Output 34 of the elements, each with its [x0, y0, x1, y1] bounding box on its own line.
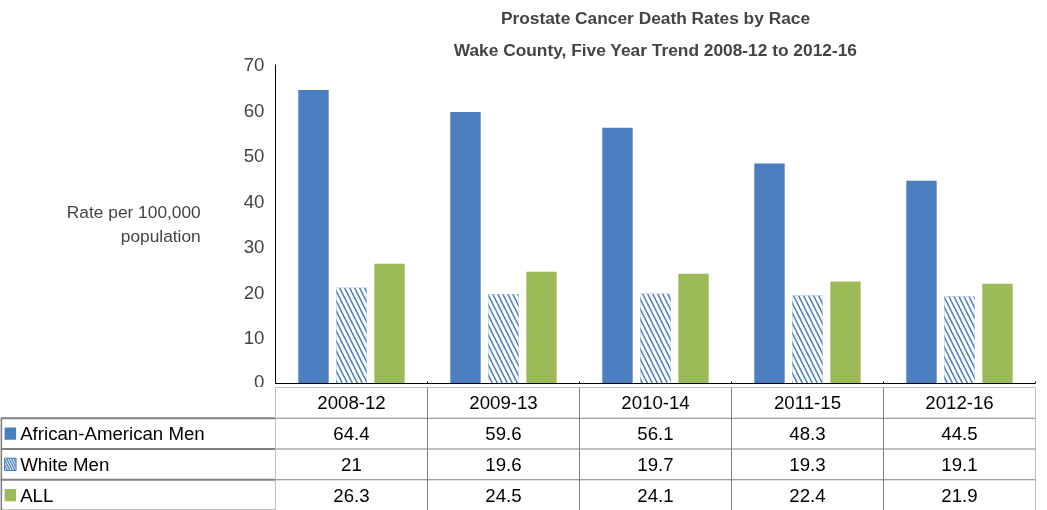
data-label: 64.4 — [333, 423, 370, 445]
x-tick-label: 2011-15 — [773, 392, 842, 414]
data-label: 59.6 — [485, 423, 522, 445]
data-label: 24.1 — [637, 484, 674, 506]
chart-title: Prostate Cancer Death Rates by Race — [500, 7, 811, 28]
y-axis-title: Rate per 100,000 population — [66, 202, 201, 246]
data-label: 19.7 — [637, 453, 674, 475]
data-label: 24.5 — [485, 484, 522, 506]
legend-label: ALL — [20, 484, 54, 506]
data-label: 26.3 — [333, 484, 370, 506]
data-label: 19.6 — [485, 453, 522, 475]
y-tick-label: 10 — [243, 327, 265, 349]
y-tick-label: 0 — [254, 370, 265, 392]
chart-subtitle: Wake County, Five Year Trend 2008-12 to 2012-16 — [453, 39, 858, 60]
y-tick-label: 40 — [243, 190, 265, 212]
data-label: 56.1 — [637, 423, 674, 445]
y-tick-label: 70 — [243, 54, 265, 75]
data-label: 48.3 — [789, 423, 826, 445]
y-tick-label: 30 — [243, 236, 265, 258]
y-tick-label: 60 — [243, 99, 265, 121]
x-tick-label: 2009-13 — [469, 392, 538, 414]
legend-label: African-American Men — [20, 423, 205, 445]
legend-label: White Men — [20, 453, 110, 475]
data-label: 44.5 — [941, 423, 978, 445]
y-tick-label: 20 — [243, 281, 265, 303]
data-label: 21.9 — [941, 484, 978, 506]
y-tick-label: 50 — [243, 145, 265, 167]
data-label: 19.3 — [789, 453, 826, 475]
data-label: 19.1 — [941, 453, 978, 475]
data-label: 21 — [341, 453, 362, 475]
x-tick-label: 2010-14 — [621, 392, 690, 414]
x-tick-label: 2012-16 — [925, 392, 994, 414]
x-tick-label: 2008-12 — [317, 392, 386, 414]
data-label: 22.4 — [789, 484, 826, 506]
